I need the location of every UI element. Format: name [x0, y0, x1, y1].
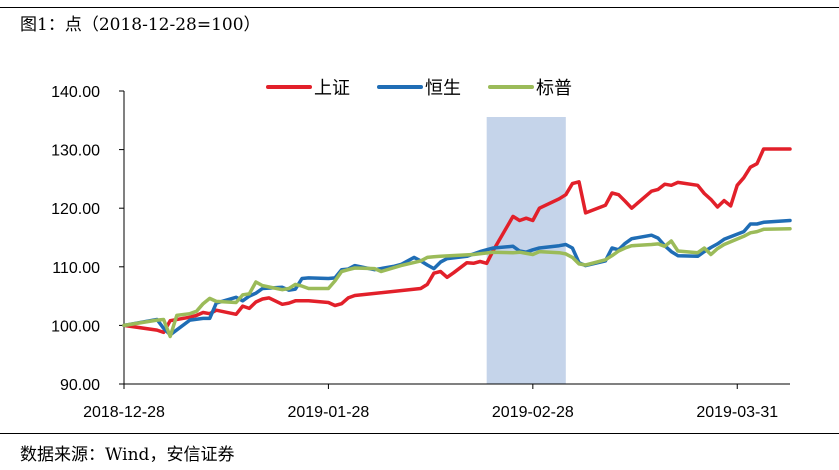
y-tick-label: 130.00 [51, 143, 100, 160]
x-tick-label: 2019-02-28 [492, 404, 574, 421]
series-line-2 [122, 218, 792, 337]
y-tick-label: 120.00 [51, 201, 100, 218]
y-tick-label: 100.00 [51, 318, 100, 335]
y-tick-label: 140.00 [51, 84, 100, 101]
x-tick-label: 2018-12-28 [83, 404, 165, 421]
x-tick-label: 2019-03-31 [696, 404, 778, 421]
series-line-3 [122, 226, 792, 339]
x-tick-label: 2019-01-28 [287, 404, 369, 421]
legend-label-2: 恒生 [425, 78, 461, 99]
legend-label-3: 标普 [536, 78, 572, 99]
series-line-1 [122, 147, 792, 335]
y-tick-label: 110.00 [52, 260, 100, 277]
axes: 90.00 100.00 110.00 120.00 130.00 140.00 2018-… [51, 84, 790, 421]
source-note: 数据来源：Wind，安信证券 [20, 445, 235, 465]
legend: 上证 恒生 标普 [266, 78, 572, 99]
figure-title: 图1：点（2018-12-28=100） [20, 15, 261, 35]
top-rule [0, 7, 839, 8]
series-lines [122, 147, 792, 339]
legend-label-1: 上证 [314, 78, 350, 99]
y-tick-label: 90.00 [60, 377, 100, 394]
bottom-rule [0, 433, 839, 434]
